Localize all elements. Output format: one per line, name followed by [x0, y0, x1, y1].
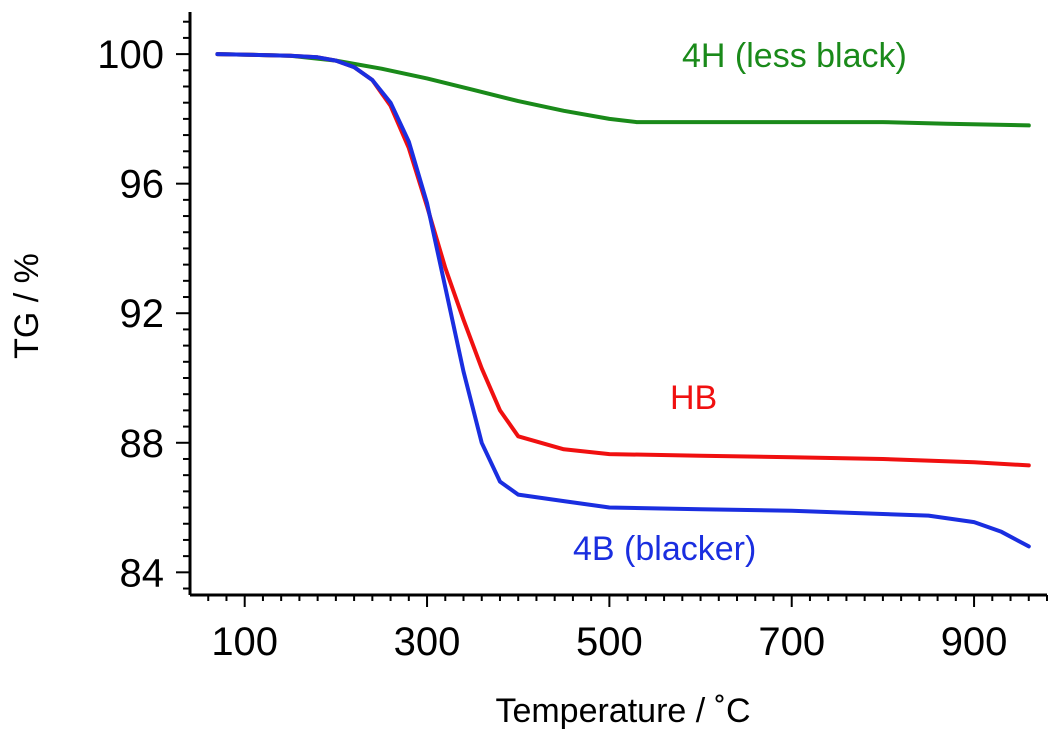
- y-tick-label: 88: [120, 422, 165, 466]
- series-labels: 4H (less black) HB 4B (blacker): [573, 37, 907, 568]
- series-label-4h-less-black: 4H (less black): [682, 37, 907, 75]
- x-tick-label: 300: [394, 620, 461, 664]
- y-tick-label: 92: [120, 292, 165, 336]
- y-axis-title: TG / %: [8, 253, 46, 359]
- series-lines: [215, 52, 1031, 549]
- y-tick-label: 100: [97, 33, 164, 77]
- x-axis-title: Temperature / ˚C: [495, 692, 750, 730]
- series-line-4b-blacker: [215, 52, 1031, 549]
- x-tick-label: 100: [211, 620, 278, 664]
- x-tick-label: 900: [941, 620, 1008, 664]
- series-label-4b-blacker: 4B (blacker): [573, 530, 756, 568]
- plot-frame: [188, 12, 1047, 597]
- y-tick-label: 96: [120, 163, 165, 207]
- x-tick-label: 700: [758, 620, 825, 664]
- series-label-hb: HB: [670, 379, 717, 417]
- y-axis: 84 88 92 96 100: [97, 20, 190, 595]
- series-line-hb: [215, 52, 1031, 468]
- y-tick-label: 84: [120, 551, 165, 595]
- x-tick-label: 500: [576, 620, 643, 664]
- series-line-4h-less-black: [215, 52, 1031, 128]
- x-axis: 100 300 500 700 900: [207, 595, 1048, 664]
